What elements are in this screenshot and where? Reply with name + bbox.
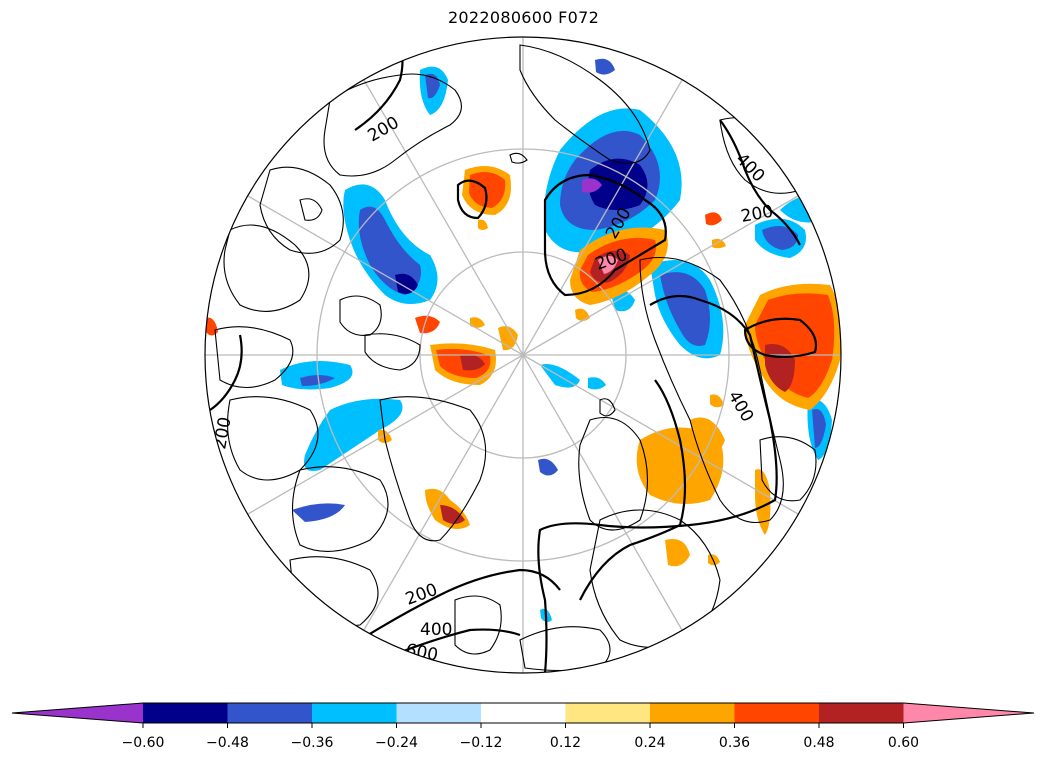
colorbar-extend-min bbox=[12, 703, 143, 723]
colorbar-segment bbox=[734, 703, 820, 723]
colorbar-tick-label: 0.48 bbox=[803, 735, 834, 751]
colorbar-tick-label: 0.60 bbox=[888, 735, 919, 751]
colorbar-segment bbox=[227, 703, 313, 723]
graticule bbox=[205, 37, 841, 673]
anomaly-region-positive bbox=[598, 256, 618, 274]
colorbar-segment bbox=[565, 703, 651, 723]
colorbar-segments bbox=[11, 702, 1035, 724]
anomaly-region-positive bbox=[469, 171, 506, 208]
colorbar-segment bbox=[819, 703, 904, 723]
anomaly-region-positive bbox=[478, 219, 488, 230]
anomaly-region-negative bbox=[292, 503, 345, 522]
anomaly-region-negative bbox=[425, 73, 440, 99]
anomaly-region-positive bbox=[440, 505, 465, 524]
colorbar-tick-label: −0.48 bbox=[206, 735, 249, 751]
anomaly-region-negative bbox=[595, 58, 615, 75]
colorbar-tick-label: 0.24 bbox=[634, 735, 665, 751]
anomaly-region-negative bbox=[300, 375, 335, 386]
colorbar-segment bbox=[650, 703, 735, 723]
colorbar-tick-label: 0.12 bbox=[550, 735, 581, 751]
colorbar-segment bbox=[143, 703, 228, 723]
colorbar-segment bbox=[396, 703, 482, 723]
anomaly-region-positive bbox=[460, 354, 485, 371]
anomaly-region-positive bbox=[712, 238, 726, 249]
anomaly-region-negative bbox=[582, 178, 602, 193]
map-boundary bbox=[204, 36, 842, 674]
colorbar-segment bbox=[312, 703, 397, 723]
anomaly-region-negative bbox=[304, 398, 403, 471]
anomaly-region-negative bbox=[588, 377, 606, 390]
anomaly-region-positive bbox=[415, 315, 440, 334]
colorbar-tick-label: −0.12 bbox=[460, 735, 503, 751]
anomaly-region-negative bbox=[538, 458, 558, 476]
colorbar-tick-label: −0.60 bbox=[122, 735, 165, 751]
colorbar-extend-max bbox=[903, 703, 1034, 723]
coastlines bbox=[214, 44, 817, 672]
colorbar-tick-label: −0.24 bbox=[375, 735, 418, 751]
colorbar-segment bbox=[481, 703, 566, 723]
contour-label: 400 bbox=[420, 620, 452, 640]
anomaly-region-negative bbox=[358, 206, 421, 295]
colorbar-tick-label: −0.36 bbox=[291, 735, 334, 751]
map-title: 2022080600 F072 bbox=[447, 8, 600, 27]
anomaly-region-positive bbox=[755, 469, 771, 535]
colorbar-ticks: −0.60 −0.48 −0.36 −0.24 −0.12 0.12 0.24 0.36 0.4… bbox=[122, 723, 919, 751]
anomaly-region-positive bbox=[705, 212, 722, 226]
anomaly-region-positive bbox=[708, 554, 720, 566]
anomaly-region-positive bbox=[710, 394, 724, 408]
anomaly-region-positive bbox=[665, 539, 690, 567]
anomaly-region-positive bbox=[470, 317, 485, 328]
anomaly-region-negative bbox=[660, 272, 710, 346]
colorbar-tick-label: 0.36 bbox=[719, 735, 750, 751]
anomaly-region-negative bbox=[812, 409, 826, 448]
anomaly-region-negative bbox=[762, 226, 798, 250]
polar-map: 200 200 200 200 200 200 400 400 400 600 bbox=[204, 36, 842, 674]
anomaly-region-negative bbox=[395, 273, 418, 294]
